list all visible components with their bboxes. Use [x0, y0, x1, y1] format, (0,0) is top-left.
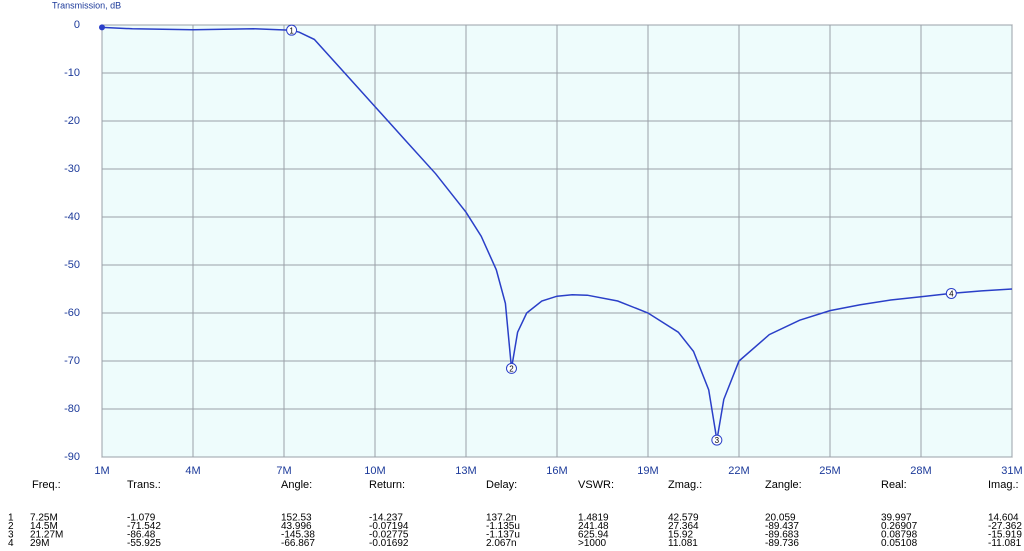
- table-cell: 2.067n: [486, 538, 517, 549]
- x-tick-label: 25M: [819, 465, 840, 477]
- y-tick-label: -60: [64, 307, 80, 319]
- x-tick-label: 7M: [276, 465, 291, 477]
- table-cell: 7.25M: [30, 513, 58, 524]
- table-header: Trans.:: [127, 479, 161, 491]
- table-cell: 21.27M: [30, 530, 63, 541]
- table-cell: -27.362: [988, 521, 1022, 532]
- table-header: Return:: [369, 479, 405, 491]
- table-cell: 42.579: [668, 513, 699, 524]
- table-cell: -15.919: [988, 530, 1022, 541]
- table-cell: 11.081: [668, 538, 698, 549]
- y-tick-label: -70: [64, 355, 80, 367]
- y-tick-label: -10: [64, 67, 80, 79]
- y-tick-label: -40: [64, 211, 80, 223]
- table-header: Zmag.:: [668, 479, 702, 491]
- table-cell: 14.5M: [30, 521, 58, 532]
- table-cell: 625.94: [578, 530, 609, 541]
- marker: [286, 24, 298, 36]
- table-header: VSWR:: [578, 479, 614, 491]
- x-tick-label: 28M: [910, 465, 931, 477]
- table-cell: 1: [8, 513, 14, 524]
- table-header: Angle:: [281, 479, 312, 491]
- x-tick-label: 1M: [94, 465, 109, 477]
- table-cell: -89.736: [765, 538, 799, 549]
- table-cell: 0.05108: [881, 538, 918, 549]
- table-header: Imag.:: [988, 479, 1019, 491]
- table-cell: -0.07194: [369, 521, 409, 532]
- table-header: Zangle:: [765, 479, 802, 491]
- y-tick-label: -20: [64, 115, 80, 127]
- table-cell: 14.604: [988, 513, 1019, 524]
- table-cell: -0.01692: [369, 538, 409, 549]
- table-cell: 0.26907: [881, 521, 918, 532]
- table-cell: -0.02775: [369, 530, 409, 541]
- table-cell: 1.4819: [578, 513, 609, 524]
- table-cell: 29M: [30, 538, 49, 549]
- table-cell: 152.53: [281, 513, 312, 524]
- table-cell: -1.079: [127, 513, 156, 524]
- table-cell: -11.081: [988, 538, 1022, 549]
- start-dot: [99, 24, 105, 31]
- y-axis-title: Transmission, dB: [52, 0, 121, 10]
- marker-label: 4: [949, 290, 954, 299]
- table-cell: -89.437: [765, 521, 799, 532]
- table-cell: 27.364: [668, 521, 699, 532]
- y-tick-label: -80: [64, 403, 80, 415]
- table-header: Delay:: [486, 479, 517, 491]
- table-cell: 39.997: [881, 513, 912, 524]
- table-cell: 3: [8, 530, 14, 541]
- table-cell: -86.48: [127, 530, 156, 541]
- x-tick-label: 22M: [728, 465, 749, 477]
- table-cell: >1000: [578, 538, 607, 549]
- table-header: Freq.:: [32, 479, 61, 491]
- x-tick-label: 19M: [637, 465, 658, 477]
- table-cell: 15.92: [668, 530, 693, 541]
- x-tick-label: 4M: [185, 465, 200, 477]
- y-tick-label: 0: [74, 19, 80, 31]
- table-header: Real:: [881, 479, 907, 491]
- marker-label: 3: [715, 436, 720, 445]
- y-tick-label: -30: [64, 163, 80, 175]
- x-tick-label: 13M: [455, 465, 476, 477]
- table-cell: 2: [8, 521, 14, 532]
- marker-label: 1: [289, 26, 294, 35]
- x-tick-label: 10M: [364, 465, 385, 477]
- table-cell: -89.683: [765, 530, 799, 541]
- table-cell: -1.135u: [486, 521, 520, 532]
- x-tick-label: 31M: [1001, 465, 1022, 477]
- table-cell: 4: [8, 538, 14, 549]
- x-tick-label: 16M: [546, 465, 567, 477]
- y-tick-label: -50: [64, 259, 80, 271]
- table-cell: 43.996: [281, 521, 312, 532]
- table-cell: 20.059: [765, 513, 796, 524]
- table-cell: -14.237: [369, 513, 403, 524]
- marker: [711, 434, 723, 446]
- table-cell: -66.867: [281, 538, 315, 549]
- table-cell: 137.2n: [486, 513, 517, 524]
- table-cell: -71.542: [127, 521, 161, 532]
- table-cell: -55.925: [127, 538, 161, 549]
- marker: [506, 362, 517, 374]
- table-cell: 0.08798: [881, 530, 918, 541]
- table-cell: -1.137u: [486, 530, 520, 541]
- y-tick-label: -90: [64, 451, 80, 463]
- marker: [945, 287, 957, 299]
- trace-line: [101, 26, 1013, 441]
- table-cell: -145.38: [281, 530, 315, 541]
- marker-label: 2: [509, 365, 514, 374]
- table-cell: 241.48: [578, 521, 609, 532]
